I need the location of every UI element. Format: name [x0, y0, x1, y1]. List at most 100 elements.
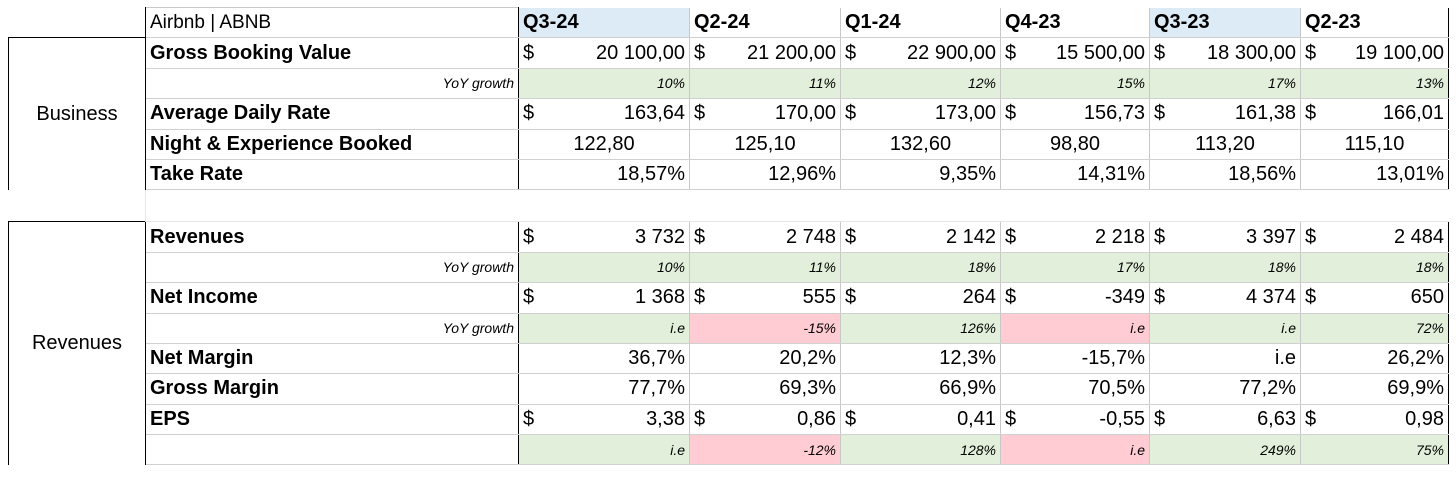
- value-cell[interactable]: $6,63: [1149, 404, 1301, 436]
- value-cell[interactable]: 66,9%: [840, 373, 1001, 405]
- value-cell[interactable]: $156,73: [1000, 98, 1150, 130]
- value-cell[interactable]: 77,2%: [1149, 373, 1301, 405]
- value-cell[interactable]: i.e: [1149, 313, 1301, 344]
- value-cell[interactable]: $173,00: [840, 98, 1001, 130]
- value-cell[interactable]: 14,31%: [1000, 159, 1150, 191]
- value-cell[interactable]: i.e: [1000, 434, 1150, 466]
- value-cell[interactable]: i.e: [1149, 343, 1301, 375]
- row-label[interactable]: Night & Experience Booked: [145, 129, 519, 160]
- value-cell[interactable]: 132,60: [840, 129, 1001, 160]
- value-cell[interactable]: 122,80: [518, 129, 690, 160]
- value-cell[interactable]: 12%: [840, 68, 1001, 100]
- quarter-header[interactable]: Q2-23: [1300, 7, 1449, 39]
- value-cell[interactable]: 98,80: [1000, 129, 1150, 160]
- value-cell[interactable]: 69,9%: [1300, 373, 1449, 405]
- value-cell[interactable]: i.e: [518, 434, 690, 466]
- value-cell[interactable]: $19 100,00: [1300, 37, 1449, 69]
- value-cell[interactable]: $3 732: [518, 221, 690, 253]
- value-cell[interactable]: 15%: [1000, 68, 1150, 100]
- value-cell[interactable]: 10%: [518, 252, 690, 284]
- value-cell[interactable]: 17%: [1000, 252, 1150, 284]
- value-cell[interactable]: $3,38: [518, 404, 690, 436]
- value-cell[interactable]: 77,7%: [518, 373, 690, 405]
- value-cell[interactable]: $1 368: [518, 282, 690, 314]
- value-cell[interactable]: $22 900,00: [840, 37, 1001, 69]
- value-cell[interactable]: i.e: [1000, 313, 1150, 344]
- value-cell[interactable]: $170,00: [689, 98, 841, 130]
- value-cell[interactable]: -15,7%: [1000, 343, 1150, 375]
- value-cell[interactable]: $3 397: [1149, 221, 1301, 253]
- sheet-title[interactable]: Airbnb | ABNB: [145, 6, 519, 39]
- quarter-header[interactable]: Q2-24: [689, 7, 841, 39]
- value-cell[interactable]: $0,86: [689, 404, 841, 436]
- value-cell[interactable]: 11%: [689, 68, 841, 100]
- row-label[interactable]: Net Margin: [145, 343, 519, 375]
- value-cell[interactable]: $264: [840, 282, 1001, 314]
- value-cell[interactable]: $163,64: [518, 98, 690, 130]
- value-cell[interactable]: 18%: [840, 252, 1001, 284]
- value-cell[interactable]: $15 500,00: [1000, 37, 1150, 69]
- value-cell[interactable]: -15%: [689, 313, 841, 344]
- row-label[interactable]: YoY growth: [145, 313, 519, 344]
- quarter-header[interactable]: Q3-23: [1149, 7, 1301, 39]
- value-cell[interactable]: 17%: [1149, 68, 1301, 100]
- value-cell[interactable]: 9,35%: [840, 159, 1001, 191]
- value-cell[interactable]: 18,57%: [518, 159, 690, 191]
- row-label[interactable]: [145, 434, 519, 466]
- value-cell[interactable]: $161,38: [1149, 98, 1301, 130]
- value-cell[interactable]: 72%: [1300, 313, 1449, 344]
- value-cell[interactable]: 20,2%: [689, 343, 841, 375]
- value-cell[interactable]: -12%: [689, 434, 841, 466]
- value-cell[interactable]: $18 300,00: [1149, 37, 1301, 69]
- row-label[interactable]: Gross Booking Value: [145, 37, 519, 69]
- section-label[interactable]: Revenues: [8, 221, 146, 465]
- value-cell[interactable]: 18,56%: [1149, 159, 1301, 191]
- value-cell[interactable]: $ -349: [1000, 282, 1150, 314]
- value-cell[interactable]: $555: [689, 282, 841, 314]
- quarter-header[interactable]: Q1-24: [840, 7, 1001, 39]
- row-label[interactable]: Average Daily Rate: [145, 98, 519, 130]
- value-cell[interactable]: 11%: [689, 252, 841, 284]
- row-label[interactable]: Net Income: [145, 282, 519, 314]
- row-label[interactable]: YoY growth: [145, 252, 519, 284]
- value-cell[interactable]: $0,98: [1300, 404, 1449, 436]
- row-label[interactable]: Take Rate: [145, 159, 519, 191]
- value-cell[interactable]: 115,10: [1300, 129, 1449, 160]
- value-cell[interactable]: i.e: [518, 313, 690, 344]
- value-cell[interactable]: $2 484: [1300, 221, 1449, 253]
- value-cell[interactable]: 75%: [1300, 434, 1449, 466]
- value-cell[interactable]: 249%: [1149, 434, 1301, 466]
- value-cell[interactable]: $0,41: [840, 404, 1001, 436]
- value-cell[interactable]: 18%: [1300, 252, 1449, 284]
- quarter-header[interactable]: Q4-23: [1000, 7, 1150, 39]
- quarter-header[interactable]: Q3-24: [518, 7, 690, 39]
- row-label[interactable]: Revenues: [145, 221, 519, 253]
- value-cell[interactable]: $20 100,00: [518, 37, 690, 69]
- value-cell[interactable]: 13,01%: [1300, 159, 1449, 191]
- section-label[interactable]: Business: [8, 37, 146, 190]
- value-cell[interactable]: $4 374: [1149, 282, 1301, 314]
- value-cell[interactable]: 125,10: [689, 129, 841, 160]
- value-cell[interactable]: 26,2%: [1300, 343, 1449, 375]
- value-cell[interactable]: 126%: [840, 313, 1001, 344]
- row-label[interactable]: EPS: [145, 404, 519, 436]
- value-cell[interactable]: 69,3%: [689, 373, 841, 405]
- value-cell[interactable]: $166,01: [1300, 98, 1449, 130]
- value-cell[interactable]: 12,96%: [689, 159, 841, 191]
- value-cell[interactable]: 128%: [840, 434, 1001, 466]
- value-cell[interactable]: 113,20: [1149, 129, 1301, 160]
- value-cell[interactable]: $2 748: [689, 221, 841, 253]
- value-cell[interactable]: 12,3%: [840, 343, 1001, 375]
- value-cell[interactable]: 36,7%: [518, 343, 690, 375]
- value-cell[interactable]: $2 142: [840, 221, 1001, 253]
- row-label[interactable]: YoY growth: [145, 68, 519, 100]
- value-cell[interactable]: 18%: [1149, 252, 1301, 284]
- value-cell[interactable]: $650: [1300, 282, 1449, 314]
- row-label[interactable]: Gross Margin: [145, 373, 519, 405]
- value-cell[interactable]: $ -0,55: [1000, 404, 1150, 436]
- value-cell[interactable]: 10%: [518, 68, 690, 100]
- value-cell[interactable]: 13%: [1300, 68, 1449, 100]
- value-cell[interactable]: $2 218: [1000, 221, 1150, 253]
- value-cell[interactable]: $21 200,00: [689, 37, 841, 69]
- value-cell[interactable]: 70,5%: [1000, 373, 1150, 405]
